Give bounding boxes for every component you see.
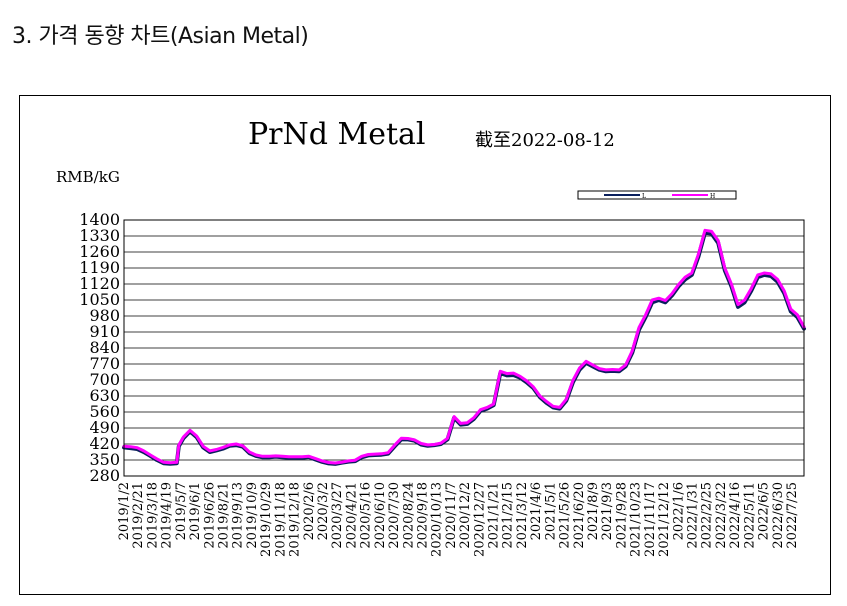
x-tick-label: 2019/6/1 [188, 482, 203, 540]
x-tick-label: 2021/5/26 [558, 482, 573, 549]
legend-box [577, 190, 737, 200]
chart-frame: PrNd Metal 截至2022-08-12 RMB/kG L H 280 35… [19, 95, 831, 595]
gridlines [124, 219, 804, 477]
x-tick-label: 2021/12/12 [657, 482, 672, 557]
x-tick-label: 2019/1/2 [117, 482, 132, 540]
x-tick-label: 2019/10/29 [259, 482, 274, 557]
x-tick-label: 2019/10/9 [245, 482, 260, 549]
plot-area-border [123, 219, 805, 477]
x-tick-label: 2020/9/18 [416, 482, 431, 549]
x-tick-label: 2019/11/18 [273, 482, 288, 557]
x-tick-label: 2022/4/16 [728, 482, 743, 549]
chart-title: PrNd Metal [248, 117, 426, 152]
y-tick-label: 1050 [79, 290, 120, 309]
x-tick-label: 2021/9/28 [614, 482, 629, 549]
x-tick-label: 2021/5/1 [543, 482, 558, 540]
y-tick-label: 560 [89, 402, 120, 421]
y-tick-label: 700 [89, 370, 120, 389]
y-tick-labels: 2803504204905606307007708409109801050112… [79, 210, 120, 485]
x-tick-label: 2021/2/15 [501, 482, 516, 549]
legend: L H [577, 190, 737, 200]
y-tick-label: 490 [89, 418, 120, 437]
x-tick-label: 2020/3/27 [330, 482, 345, 549]
x-tick-label: 2022/7/25 [785, 482, 800, 549]
x-tick-label: 2021/8/9 [586, 482, 601, 540]
legend-label-H: H [710, 193, 715, 200]
x-tick-label: 2022/6/5 [757, 482, 772, 540]
x-tick-label: 2021/4/6 [529, 482, 544, 540]
y-tick-label: 420 [89, 434, 120, 453]
x-tick-label: 2020/7/30 [387, 482, 402, 549]
series-lines [122, 228, 806, 466]
x-tick-label: 2022/1/31 [686, 482, 701, 549]
x-tick-label: 2022/5/11 [742, 482, 757, 549]
x-tick-label: 2020/4/21 [344, 482, 359, 549]
y-tick-label: 1190 [79, 258, 120, 277]
x-tick-label: 2020/8/24 [401, 482, 416, 549]
y-tick-label: 630 [89, 386, 120, 405]
x-tick-label: 2021/11/17 [643, 482, 658, 557]
y-tick-label: 1400 [79, 210, 120, 229]
x-tick-label: 2019/8/21 [217, 482, 232, 549]
legend-label-L: L [642, 193, 646, 200]
x-tick-label: 2020/10/13 [430, 482, 445, 557]
x-tick-label: 2019/4/19 [160, 482, 175, 549]
y-tick-label: 980 [89, 306, 120, 325]
x-tick-label: 2021/6/20 [572, 482, 587, 549]
x-tick-label: 2021/10/23 [629, 482, 644, 557]
section-heading: 3. 가격 동향 차트(Asian Metal) [12, 24, 309, 49]
y-tick-label: 350 [89, 450, 120, 469]
y-tick-label: 280 [89, 466, 120, 485]
y-axis-label: RMB/kG [56, 168, 120, 186]
x-tick-label: 2021/1/21 [487, 482, 502, 549]
x-tick-label: 2022/2/25 [700, 482, 715, 549]
x-tick-label: 2020/11/7 [444, 482, 459, 549]
x-tick-label: 2021/9/3 [600, 482, 615, 540]
chart-subtitle: 截至2022-08-12 [475, 130, 615, 151]
x-tick-label: 2022/3/22 [714, 482, 729, 549]
x-tick-label: 2020/6/10 [373, 482, 388, 549]
x-tick-label: 2020/12/27 [472, 482, 487, 557]
x-tick-label: 2019/5/7 [174, 482, 189, 540]
x-tick-label: 2019/9/13 [231, 482, 246, 549]
y-tick-label: 1120 [79, 274, 120, 293]
y-tick-label: 840 [89, 338, 120, 357]
price-chart: PrNd Metal 截至2022-08-12 RMB/kG L H 28035… [56, 117, 806, 557]
x-tick-label: 2022/6/30 [771, 482, 786, 549]
x-tick-label: 2020/12/2 [458, 482, 473, 549]
x-tick-labels: 2019/1/2 2019/2/21 2019/3/18 2019/4/19 2019/… [117, 482, 800, 557]
x-tick-label: 2019/12/18 [288, 482, 303, 557]
x-tick-label: 2022/1/6 [671, 482, 686, 540]
x-tick-label: 2020/5/16 [359, 482, 374, 549]
x-tick-label: 2019/2/21 [131, 482, 146, 549]
x-tick-label: 2021/3/12 [515, 482, 530, 549]
x-tick-label: 2019/3/18 [145, 482, 160, 549]
y-tick-label: 910 [89, 322, 120, 341]
y-tick-label: 1260 [79, 242, 120, 261]
y-tick-label: 1330 [79, 226, 120, 245]
x-tick-label: 2020/3/2 [316, 482, 331, 540]
series-line-H [122, 228, 806, 465]
y-tick-label: 770 [89, 354, 120, 373]
x-tick-label: 2020/2/6 [302, 482, 317, 540]
x-tick-label: 2019/6/26 [202, 482, 217, 549]
